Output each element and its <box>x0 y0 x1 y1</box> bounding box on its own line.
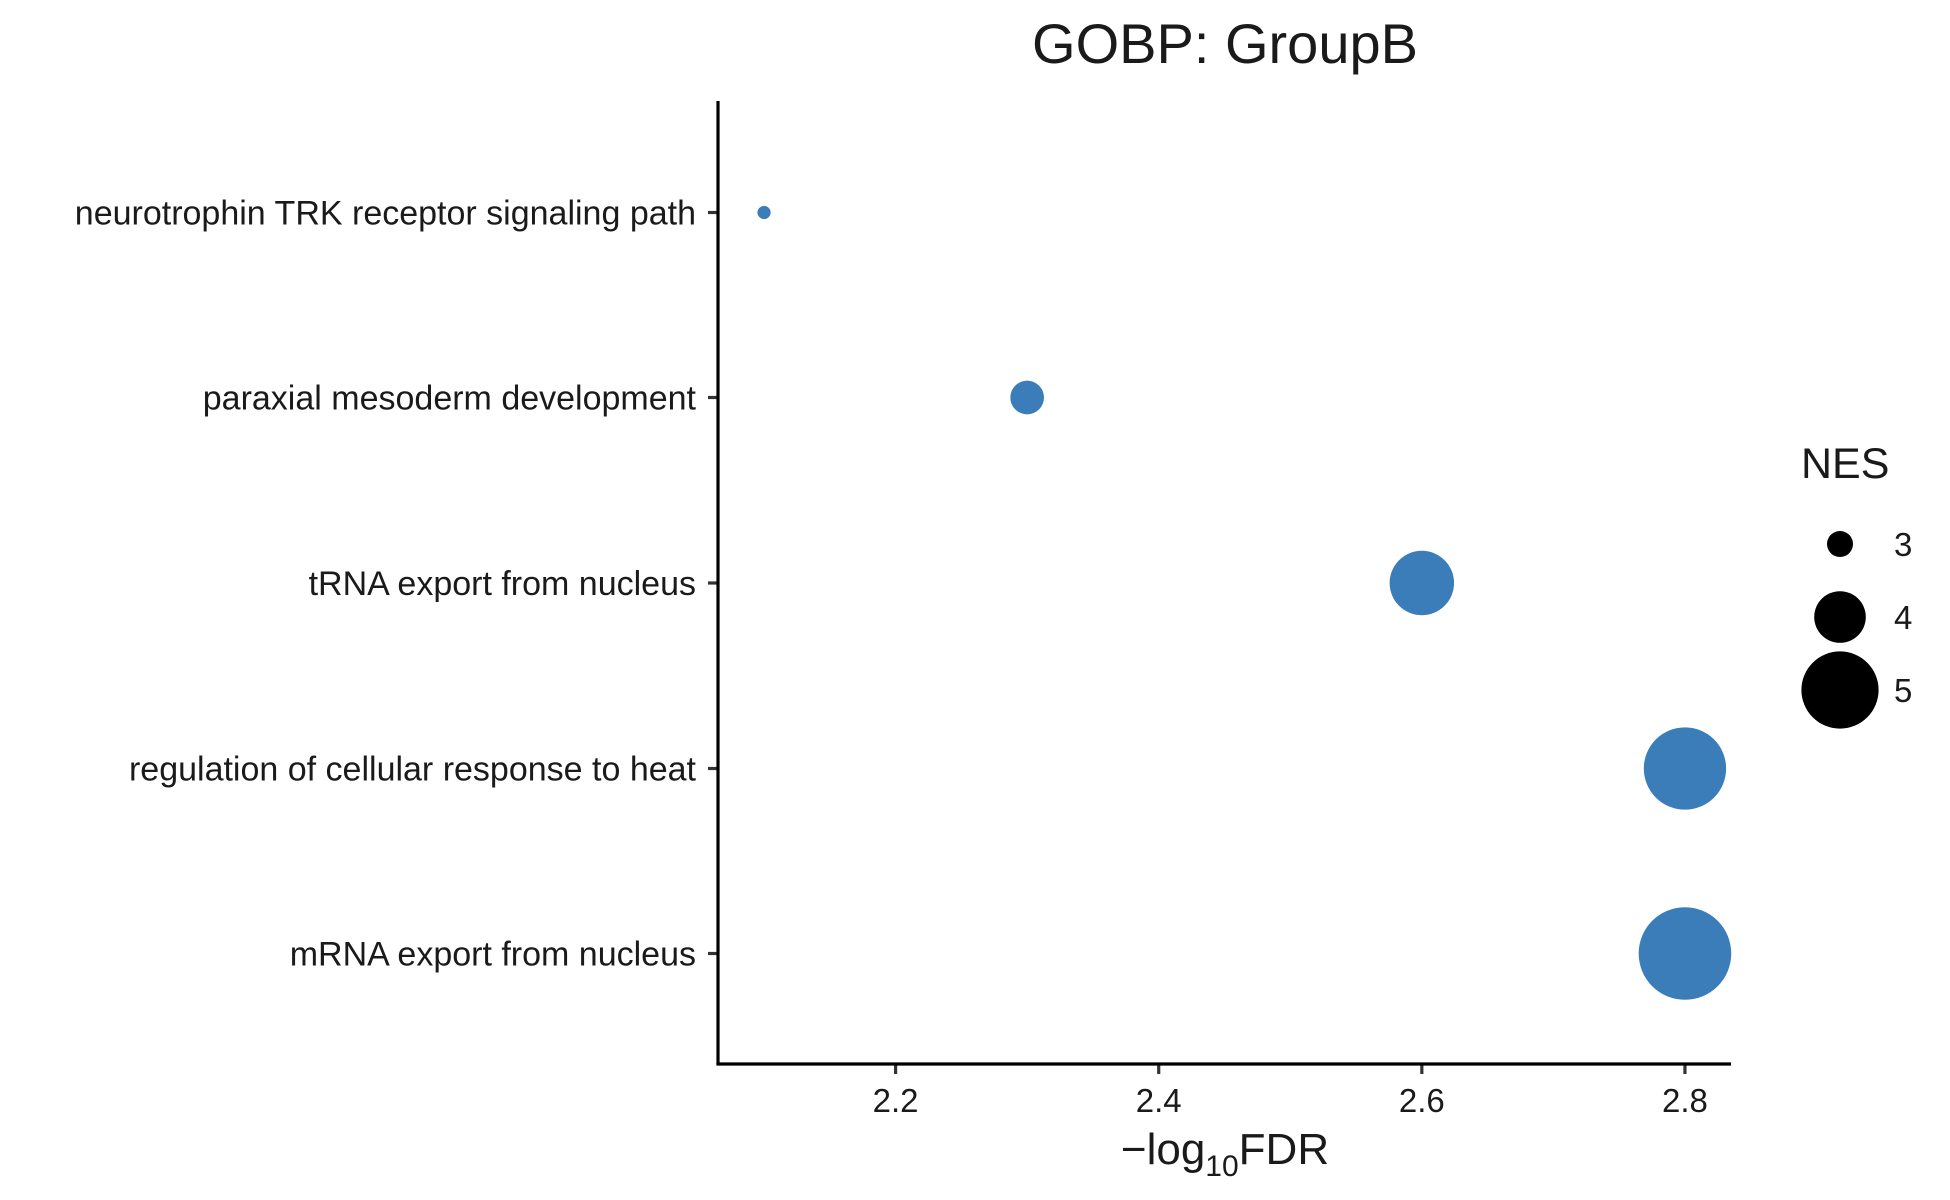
legend-key-2 <box>1801 651 1879 729</box>
legend-label-0: 3 <box>1894 526 1912 563</box>
legend-key-0 <box>1827 531 1853 557</box>
x-axis-title-prefix: −log <box>1121 1125 1205 1174</box>
x-tick-label-3: 2.8 <box>1662 1082 1708 1119</box>
size-legend: NES 3 4 5 <box>1801 440 1912 729</box>
x-tick-label-1: 2.4 <box>1136 1082 1182 1119</box>
x-axis-title-subscript: 10 <box>1205 1150 1238 1183</box>
y-tick-label-3: regulation of cellular response to heat <box>129 751 697 789</box>
data-point-1 <box>1010 380 1045 415</box>
data-point-4 <box>1638 907 1732 1000</box>
x-axis: 2.2 2.4 2.6 2.8 <box>873 1064 1708 1119</box>
y-axis: neurotrophin TRK receptor signaling path… <box>75 195 718 974</box>
legend-label-1: 4 <box>1894 599 1912 636</box>
y-tick-label-1: paraxial mesoderm development <box>203 380 697 418</box>
x-tick-label-2: 2.6 <box>1399 1082 1445 1119</box>
legend-title: NES <box>1801 440 1889 488</box>
legend-key-1 <box>1814 591 1866 643</box>
x-axis-title-suffix: FDR <box>1239 1125 1329 1174</box>
data-point-3 <box>1643 727 1727 810</box>
y-tick-label-4: mRNA export from nucleus <box>290 936 696 974</box>
data-points <box>757 205 1732 1000</box>
y-tick-label-0: neurotrophin TRK receptor signaling path <box>75 195 696 233</box>
data-point-0 <box>757 205 771 220</box>
legend-label-2: 5 <box>1894 672 1912 709</box>
y-tick-label-2: tRNA export from nucleus <box>309 565 696 603</box>
x-axis-title: −log10FDR <box>1121 1125 1329 1183</box>
chart-title: GOBP: GroupB <box>1032 12 1418 75</box>
x-tick-label-0: 2.2 <box>873 1082 919 1119</box>
data-point-2 <box>1389 550 1455 616</box>
